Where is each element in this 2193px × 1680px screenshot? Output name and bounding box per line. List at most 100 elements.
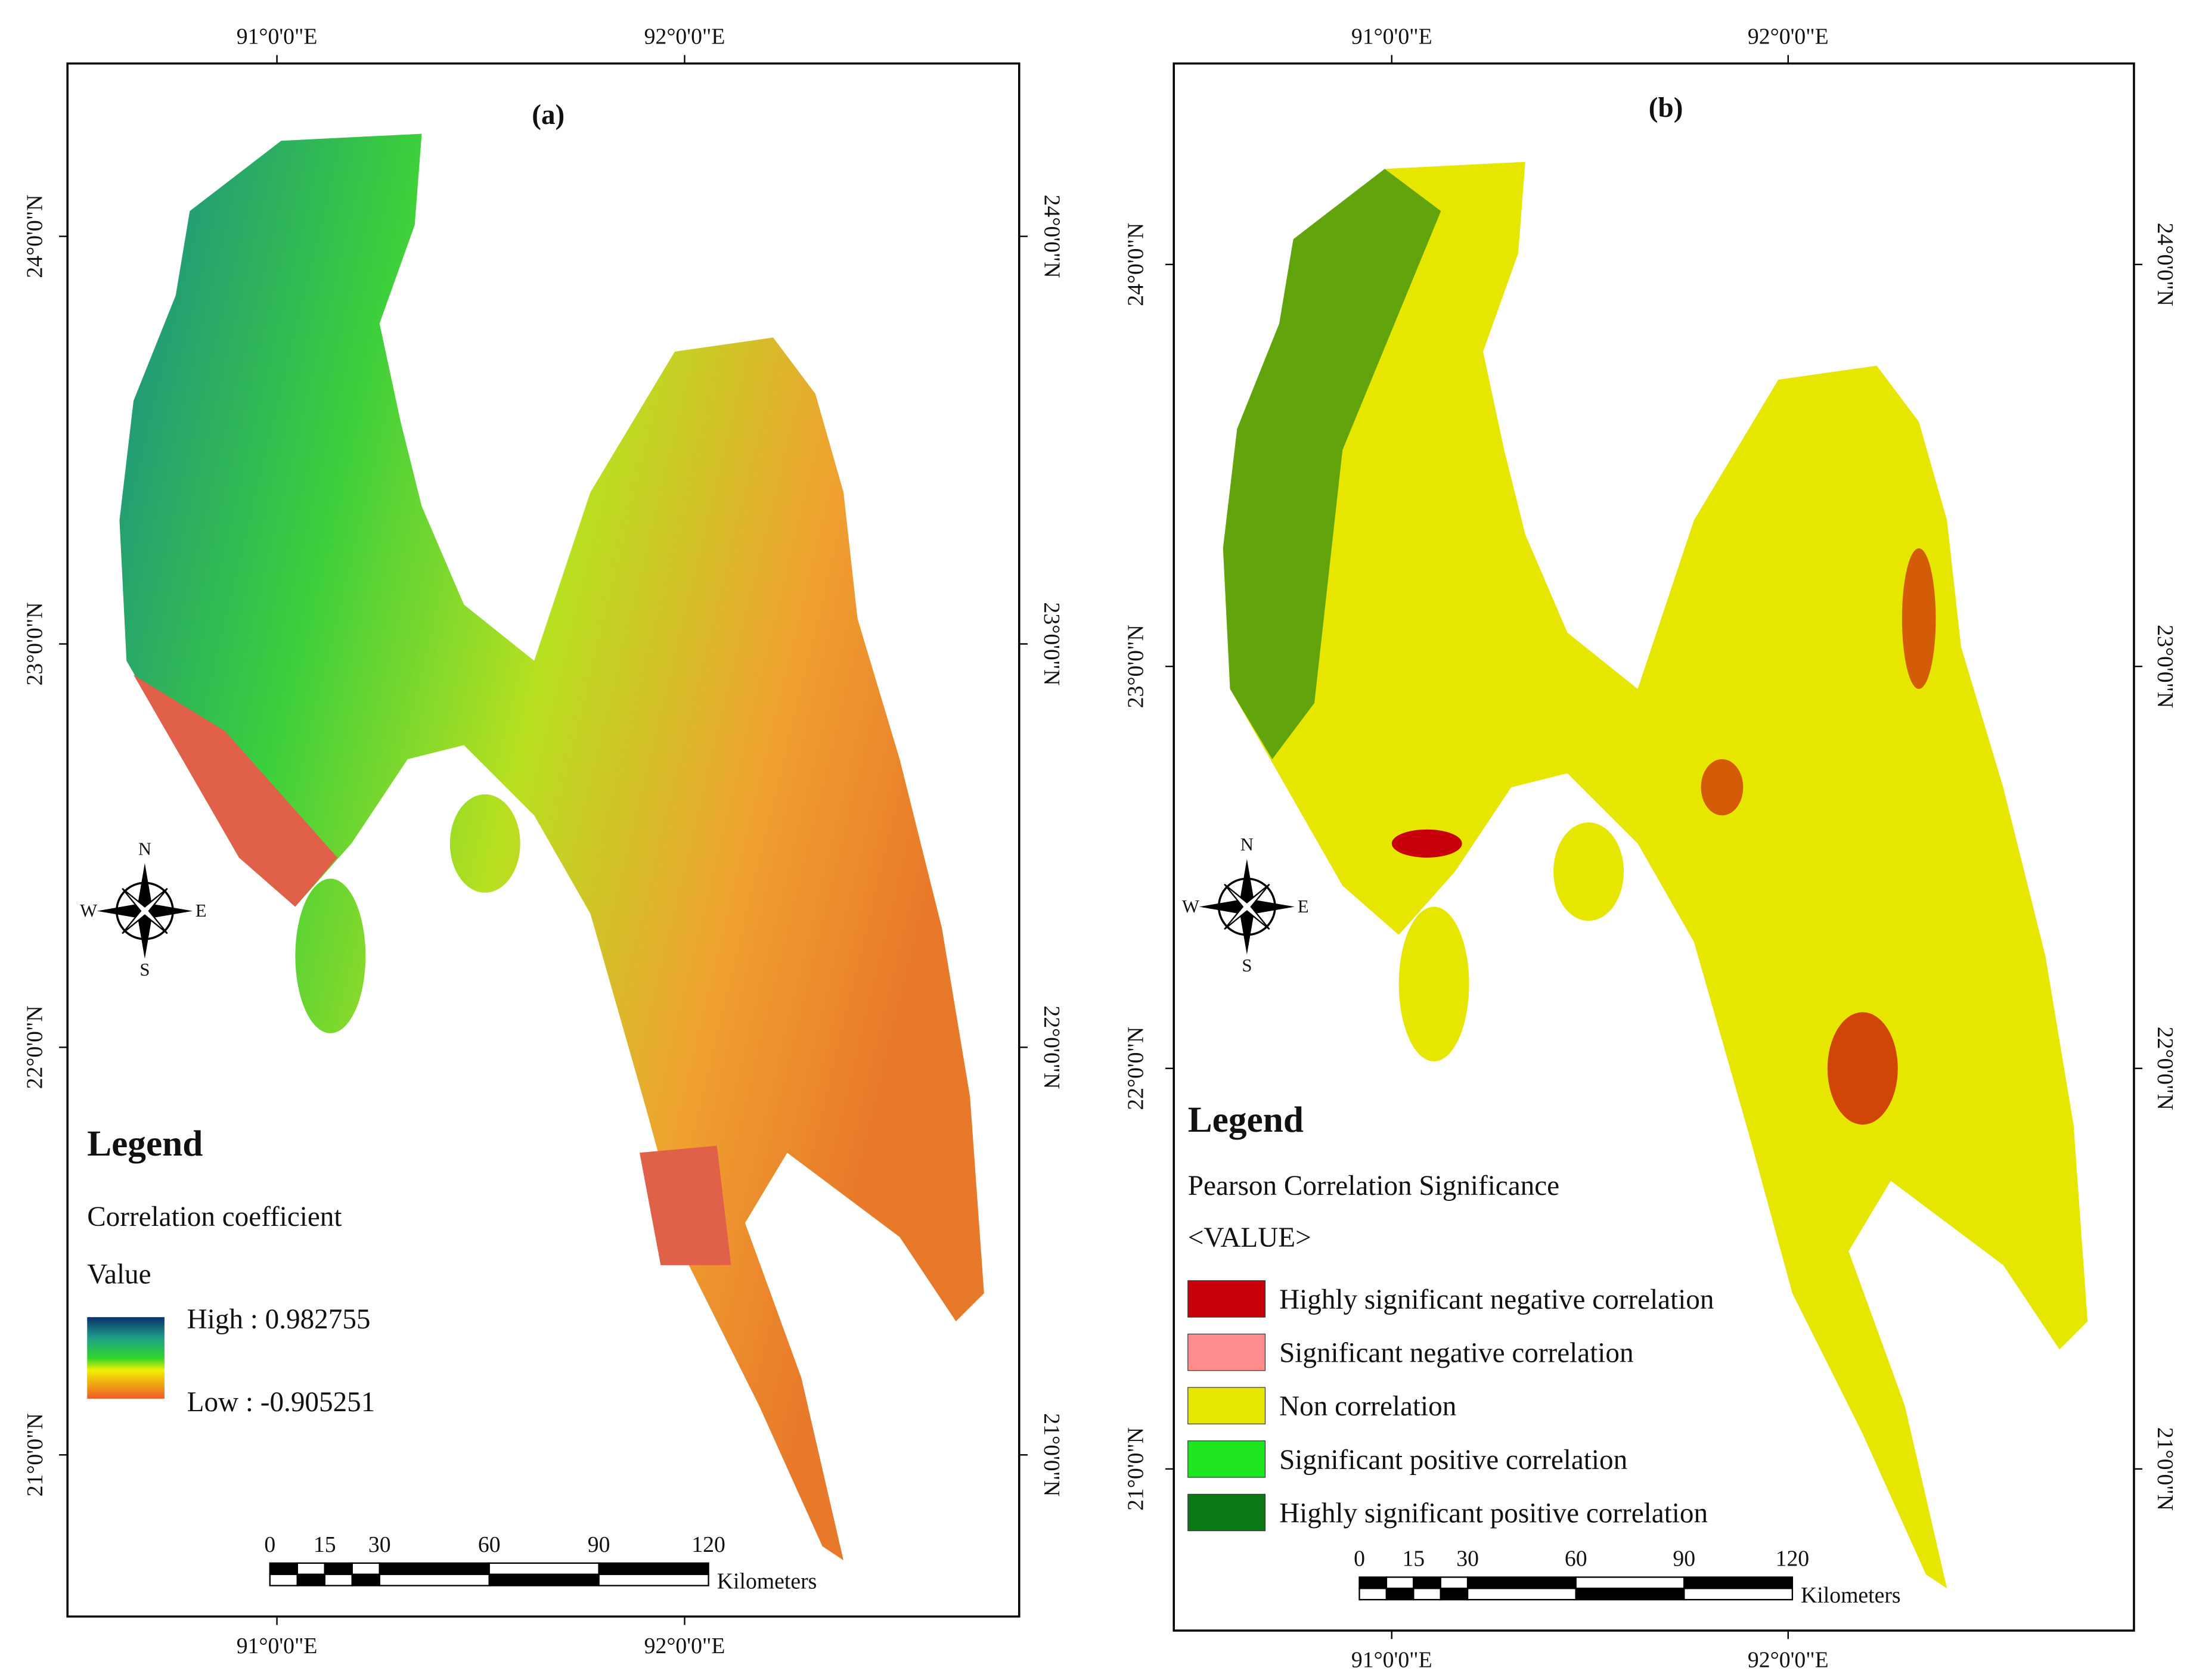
scale-segment: [1683, 1576, 1794, 1589]
panel-label: (a): [532, 100, 564, 131]
compass-letter: S: [1242, 955, 1252, 976]
scale-segment: [379, 1573, 490, 1586]
x-tick-label: 92°0'0"E: [1748, 1647, 1829, 1672]
scale-label: 15: [1402, 1547, 1425, 1572]
compass-letter: S: [139, 959, 150, 980]
scale-segment: [1683, 1588, 1794, 1601]
y-tick-label: 21°0'0"N: [1039, 1413, 1064, 1496]
legend-swatch: [1187, 1493, 1266, 1532]
y-tick-label: 21°0'0"N: [1123, 1427, 1148, 1511]
y-tick-label: 22°0'0"N: [1123, 1027, 1148, 1110]
y-tick-label: 23°0'0"N: [23, 603, 48, 686]
legend-title: Legend: [1188, 1100, 1304, 1140]
map-frame: [1173, 62, 2135, 1632]
panel-label: (b): [1649, 92, 1683, 123]
map-frame: [66, 62, 1020, 1618]
scale-segment: [1358, 1588, 1388, 1601]
x-tick-label: 91°0'0"E: [1351, 1647, 1432, 1672]
compass-star: [122, 887, 168, 934]
x-tick-label: 92°0'0"E: [1748, 24, 1829, 49]
legend-value-label: Value: [87, 1259, 151, 1290]
y-tick-label: 24°0'0"N: [1123, 223, 1148, 306]
y-tick-label: 22°0'0"N: [23, 1005, 48, 1089]
scale-label: 60: [478, 1532, 501, 1557]
compass-letter: E: [196, 900, 207, 921]
y-tick-label: 22°0'0"N: [2152, 1027, 2178, 1110]
legend-value-label: <VALUE>: [1188, 1222, 1311, 1253]
scale-segment: [1358, 1576, 1388, 1589]
y-tick-label: 23°0'0"N: [2152, 625, 2178, 708]
legend-swatch: [1187, 1387, 1266, 1424]
map-b: [1223, 162, 2088, 1589]
scale-label: 30: [1456, 1547, 1479, 1572]
legend-swatch: [1187, 1333, 1266, 1371]
scale-segment: [488, 1562, 600, 1575]
scale-segment: [324, 1573, 353, 1586]
compass-letter: W: [1182, 896, 1199, 917]
scale-segment: [1385, 1588, 1415, 1601]
y-tick-label: 23°0'0"N: [1123, 625, 1148, 708]
legend-item: Significant positive correlation: [1279, 1445, 1627, 1476]
legend-subtitle: Pearson Correlation Significance: [1188, 1170, 1559, 1201]
map-a: [119, 133, 984, 1561]
scale-label: 0: [264, 1532, 275, 1557]
y-tick-label: 21°0'0"N: [23, 1413, 48, 1496]
scale-label: 90: [1673, 1547, 1695, 1572]
compass-letter: E: [1298, 896, 1309, 917]
x-tick-label: 91°0'0"E: [237, 24, 318, 49]
legend-high: High : 0.982755: [187, 1304, 371, 1335]
legend-swatch: [1187, 1280, 1266, 1318]
scale-segment: [296, 1562, 325, 1575]
scale-segment: [598, 1573, 709, 1586]
scale-segment: [488, 1573, 600, 1586]
legend-ramp: [87, 1317, 165, 1399]
scale-segment: [269, 1562, 298, 1575]
x-tick-label: 91°0'0"E: [1351, 24, 1432, 49]
scale-segment: [1385, 1576, 1415, 1589]
scale-segment: [1466, 1576, 1577, 1589]
scale-segment: [296, 1573, 325, 1586]
x-tick-label: 92°0'0"E: [644, 1634, 725, 1659]
x-tick-label: 91°0'0"E: [237, 1634, 318, 1659]
scale-label: 30: [368, 1532, 391, 1557]
y-tick-label: 22°0'0"N: [1039, 1005, 1064, 1089]
legend-swatch: [1187, 1440, 1266, 1478]
scale-segment: [1413, 1588, 1441, 1601]
scale-segment: [1440, 1588, 1469, 1601]
scale-unit: Kilometers: [1801, 1583, 1901, 1608]
scale-label: 15: [314, 1532, 336, 1557]
scale-segment: [598, 1562, 709, 1575]
compass-letter: W: [80, 900, 97, 921]
y-tick-label: 24°0'0"N: [23, 195, 48, 278]
y-tick-label: 24°0'0"N: [2152, 223, 2178, 306]
legend-low: Low : -0.905251: [187, 1387, 376, 1418]
legend-item: Significant negative correlation: [1279, 1338, 1633, 1369]
compass-letter: N: [1240, 834, 1254, 855]
scale-label: 0: [1354, 1547, 1365, 1572]
legend-item: Non correlation: [1279, 1391, 1456, 1422]
scale-segment: [351, 1573, 380, 1586]
scale-segment: [324, 1562, 353, 1575]
scale-segment: [1413, 1576, 1441, 1589]
y-tick-label: 24°0'0"N: [1039, 195, 1064, 278]
scale-segment: [1575, 1576, 1685, 1589]
x-tick-label: 92°0'0"E: [644, 24, 725, 49]
scale-label: 60: [1565, 1547, 1587, 1572]
scale-segment: [1466, 1588, 1577, 1601]
scale-segment: [351, 1562, 380, 1575]
legend-item: Highly significant negative correlation: [1279, 1284, 1714, 1315]
scale-segment: [1575, 1588, 1685, 1601]
scale-segment: [269, 1573, 298, 1586]
y-tick-label: 23°0'0"N: [1039, 603, 1064, 686]
scale-segment: [379, 1562, 490, 1575]
scale-label: 120: [1776, 1547, 1810, 1572]
legend-title: Legend: [87, 1123, 203, 1164]
y-tick-label: 21°0'0"N: [2152, 1427, 2178, 1511]
compass-letter: N: [138, 839, 151, 859]
scale-label: 90: [588, 1532, 610, 1557]
scale-unit: Kilometers: [717, 1569, 817, 1594]
scale-segment: [1440, 1576, 1469, 1589]
scale-label: 120: [691, 1532, 725, 1557]
legend-subtitle: Correlation coefficient: [87, 1201, 342, 1232]
